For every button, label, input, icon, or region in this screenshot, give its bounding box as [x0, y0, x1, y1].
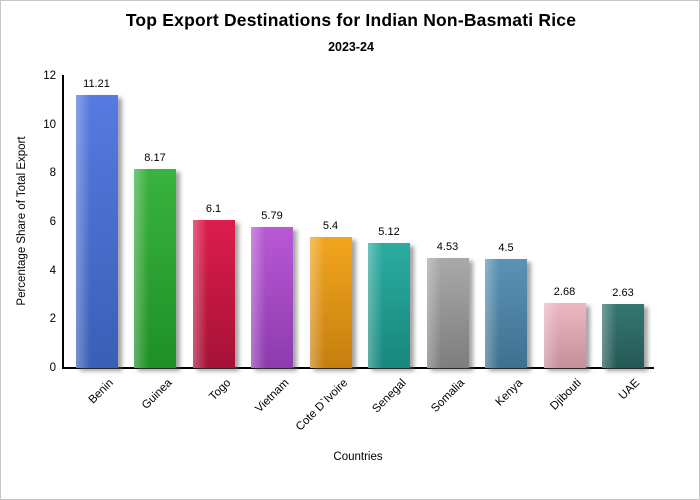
bar-cote-d-ivoire — [309, 236, 352, 368]
x-tick-label-guinea: Guinea — [139, 377, 175, 412]
y-tick-label-6: 6 — [49, 216, 56, 228]
x-axis-label: Countries — [333, 451, 383, 463]
x-tick-label-djibouti: Djibouti — [548, 377, 584, 413]
bar-value-label-togo: 6.1 — [205, 202, 222, 215]
y-tick-label-4: 4 — [49, 264, 56, 277]
bar-value-label-guinea: 8.17 — [144, 152, 166, 165]
bar-value-label-senegal: 5.12 — [378, 226, 400, 239]
x-tick-label-benin: Benin — [86, 377, 116, 407]
x-tick-label-somalia: Somalia — [429, 377, 467, 415]
x-axis-line — [62, 367, 654, 369]
y-tick-label-12: 12 — [43, 70, 56, 82]
bar-value-label-somalia: 4.53 — [436, 240, 459, 253]
x-tick-label-senegal: Senegal — [370, 377, 409, 416]
bar-value-label-benin: 11.21 — [83, 78, 110, 91]
x-tick-label-vietnam: Vietnam — [253, 377, 292, 416]
y-tick-label-0: 0 — [49, 362, 56, 374]
y-tick-label-2: 2 — [49, 313, 56, 326]
x-tick-label-kenya: Kenya — [493, 377, 526, 409]
bar-djibouti — [543, 302, 586, 368]
bar-guinea — [134, 169, 176, 368]
x-tick-label-togo: Togo — [206, 377, 233, 404]
bar-value-label-kenya: 4.5 — [498, 241, 514, 254]
bar-value-label-uae: 2.63 — [612, 287, 634, 299]
chart-title: Top Export Destinations for Indian Non-B… — [125, 10, 577, 30]
bar-benin — [75, 95, 118, 368]
x-tick-label-uae: UAE — [617, 377, 643, 403]
bar-uae — [602, 304, 644, 368]
y-axis-line — [62, 75, 64, 369]
bar-value-label-vietnam: 5.79 — [261, 210, 283, 223]
bar-senegal — [368, 243, 410, 368]
bar-togo — [192, 219, 235, 368]
bar-vietnam — [251, 227, 293, 368]
x-tick-label-cote-d-ivoire: Cote D`Ivoire — [293, 377, 350, 434]
bar-value-label-cote-d-ivoire: 5.4 — [322, 219, 339, 232]
bar-kenya — [485, 258, 527, 368]
y-tick-label-10: 10 — [43, 118, 56, 131]
bar-value-label-djibouti: 2.68 — [553, 285, 576, 298]
bar-somalia — [426, 257, 469, 368]
chart-subtitle: 2023-24 — [328, 40, 374, 54]
y-tick-label-8: 8 — [49, 167, 56, 180]
